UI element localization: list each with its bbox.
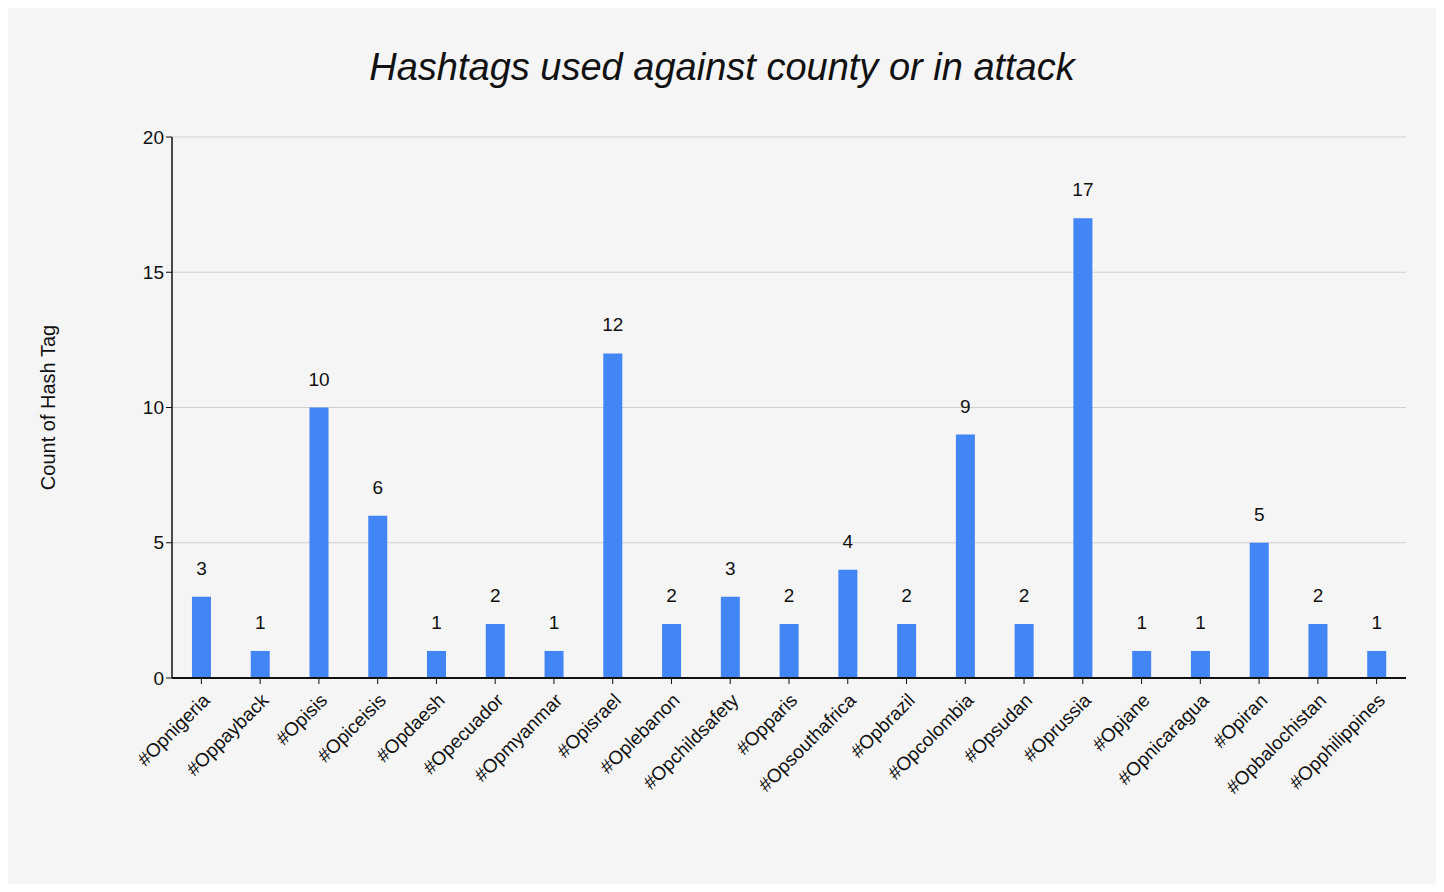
svg-text:#Opnigeria: #Opnigeria — [133, 689, 214, 771]
svg-text:#Opchildsafety: #Opchildsafety — [639, 689, 743, 793]
svg-text:#Oppayback: #Oppayback — [182, 689, 273, 780]
svg-text:9: 9 — [960, 396, 971, 417]
svg-text:6: 6 — [372, 477, 383, 498]
svg-text:2: 2 — [490, 585, 501, 606]
svg-text:#Opdaesh: #Opdaesh — [371, 689, 449, 767]
svg-text:5: 5 — [153, 532, 164, 553]
svg-text:5: 5 — [1254, 504, 1265, 525]
svg-text:1: 1 — [1371, 612, 1382, 633]
svg-text:#Oprussia: #Oprussia — [1019, 689, 1095, 765]
svg-text:15: 15 — [143, 262, 164, 283]
svg-text:2: 2 — [666, 585, 677, 606]
svg-text:2: 2 — [1313, 585, 1324, 606]
svg-text:Count of Hash Tag: Count of Hash Tag — [37, 325, 59, 490]
svg-text:#Opiceisis: #Opiceisis — [313, 689, 390, 767]
svg-text:1: 1 — [1136, 612, 1147, 633]
svg-text:#Opnicaragua: #Opnicaragua — [1113, 689, 1213, 789]
svg-text:#Opbalochistan: #Opbalochistan — [1222, 690, 1330, 798]
svg-text:#Opisrael: #Opisrael — [552, 689, 626, 762]
html-text:Hashtags used against county o: Hashtags used against county or in attac… — [369, 46, 1075, 88]
svg-text:0: 0 — [153, 668, 164, 689]
svg-text:2: 2 — [784, 585, 795, 606]
svg-text:#Opphilippines: #Opphilippines — [1285, 690, 1389, 794]
svg-text:#Opcolombia: #Opcolombia — [884, 689, 978, 783]
svg-text:1: 1 — [549, 612, 560, 633]
svg-text:4: 4 — [843, 531, 854, 552]
svg-text:1: 1 — [431, 612, 442, 633]
svg-text:#Opiran: #Opiran — [1208, 689, 1272, 753]
svg-text:20: 20 — [143, 127, 164, 148]
svg-text:2: 2 — [1019, 585, 1030, 606]
svg-text:#Oplebanon: #Oplebanon — [595, 689, 684, 778]
svg-text:3: 3 — [725, 558, 736, 579]
svg-text:#Opbrazil: #Opbrazil — [846, 689, 919, 762]
svg-text:10: 10 — [308, 369, 329, 390]
svg-text:#Opparis: #Opparis — [732, 689, 802, 759]
svg-text:1: 1 — [255, 612, 266, 633]
svg-text:10: 10 — [143, 397, 164, 418]
svg-text:#Opmyanmar: #Opmyanmar — [470, 689, 567, 786]
svg-text:1: 1 — [1195, 612, 1206, 633]
svg-text:2: 2 — [901, 585, 912, 606]
svg-text:#Opjane: #Opjane — [1088, 689, 1154, 756]
svg-text:12: 12 — [602, 314, 623, 335]
svg-text:#Opsouthafrica: #Opsouthafrica — [754, 689, 860, 795]
svg-text:#Opecuador: #Opecuador — [418, 689, 508, 779]
svg-text:17: 17 — [1072, 179, 1093, 200]
svg-text:3: 3 — [196, 558, 207, 579]
svg-text:#Opisis: #Opisis — [272, 690, 332, 750]
svg-text:#Opsudan: #Opsudan — [959, 689, 1037, 767]
